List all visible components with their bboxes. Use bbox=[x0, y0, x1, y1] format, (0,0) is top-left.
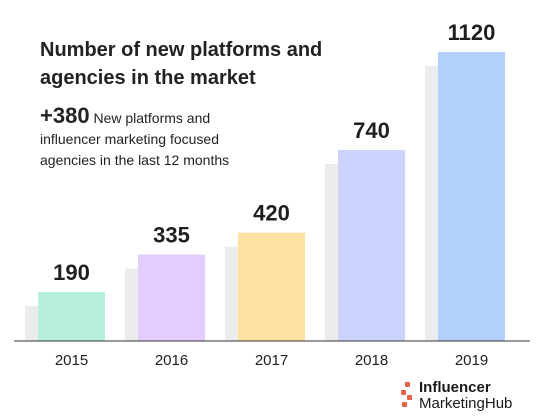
x-tick-label: 2019 bbox=[455, 352, 488, 369]
data-label: 740 bbox=[353, 118, 390, 143]
bar bbox=[238, 232, 305, 341]
bar bbox=[438, 52, 505, 341]
data-label: 335 bbox=[153, 223, 190, 248]
brand-mark-icon bbox=[401, 382, 412, 407]
x-tick-label: 2015 bbox=[55, 352, 88, 369]
data-label: 420 bbox=[253, 201, 290, 226]
callout-value: +380 bbox=[40, 103, 90, 128]
brand-line2: MarketingHub bbox=[419, 395, 513, 412]
x-tick-label: 2017 bbox=[255, 352, 288, 369]
bar bbox=[138, 254, 205, 341]
chart-title: Number of new platforms and agencies in … bbox=[40, 39, 323, 89]
data-label: 190 bbox=[53, 260, 90, 285]
brand-line1: Influencer bbox=[419, 379, 491, 396]
bar bbox=[338, 150, 405, 341]
x-tick-label: 2016 bbox=[155, 352, 188, 369]
bar bbox=[38, 291, 105, 341]
data-label: 1120 bbox=[448, 20, 496, 45]
brand-logo: Influencer MarketingHub bbox=[400, 380, 530, 414]
x-tick-label: 2018 bbox=[355, 352, 388, 369]
callout-text: New platforms and influencer marketing f… bbox=[40, 110, 230, 168]
callout: +380 New platforms and influencer market… bbox=[40, 105, 260, 171]
